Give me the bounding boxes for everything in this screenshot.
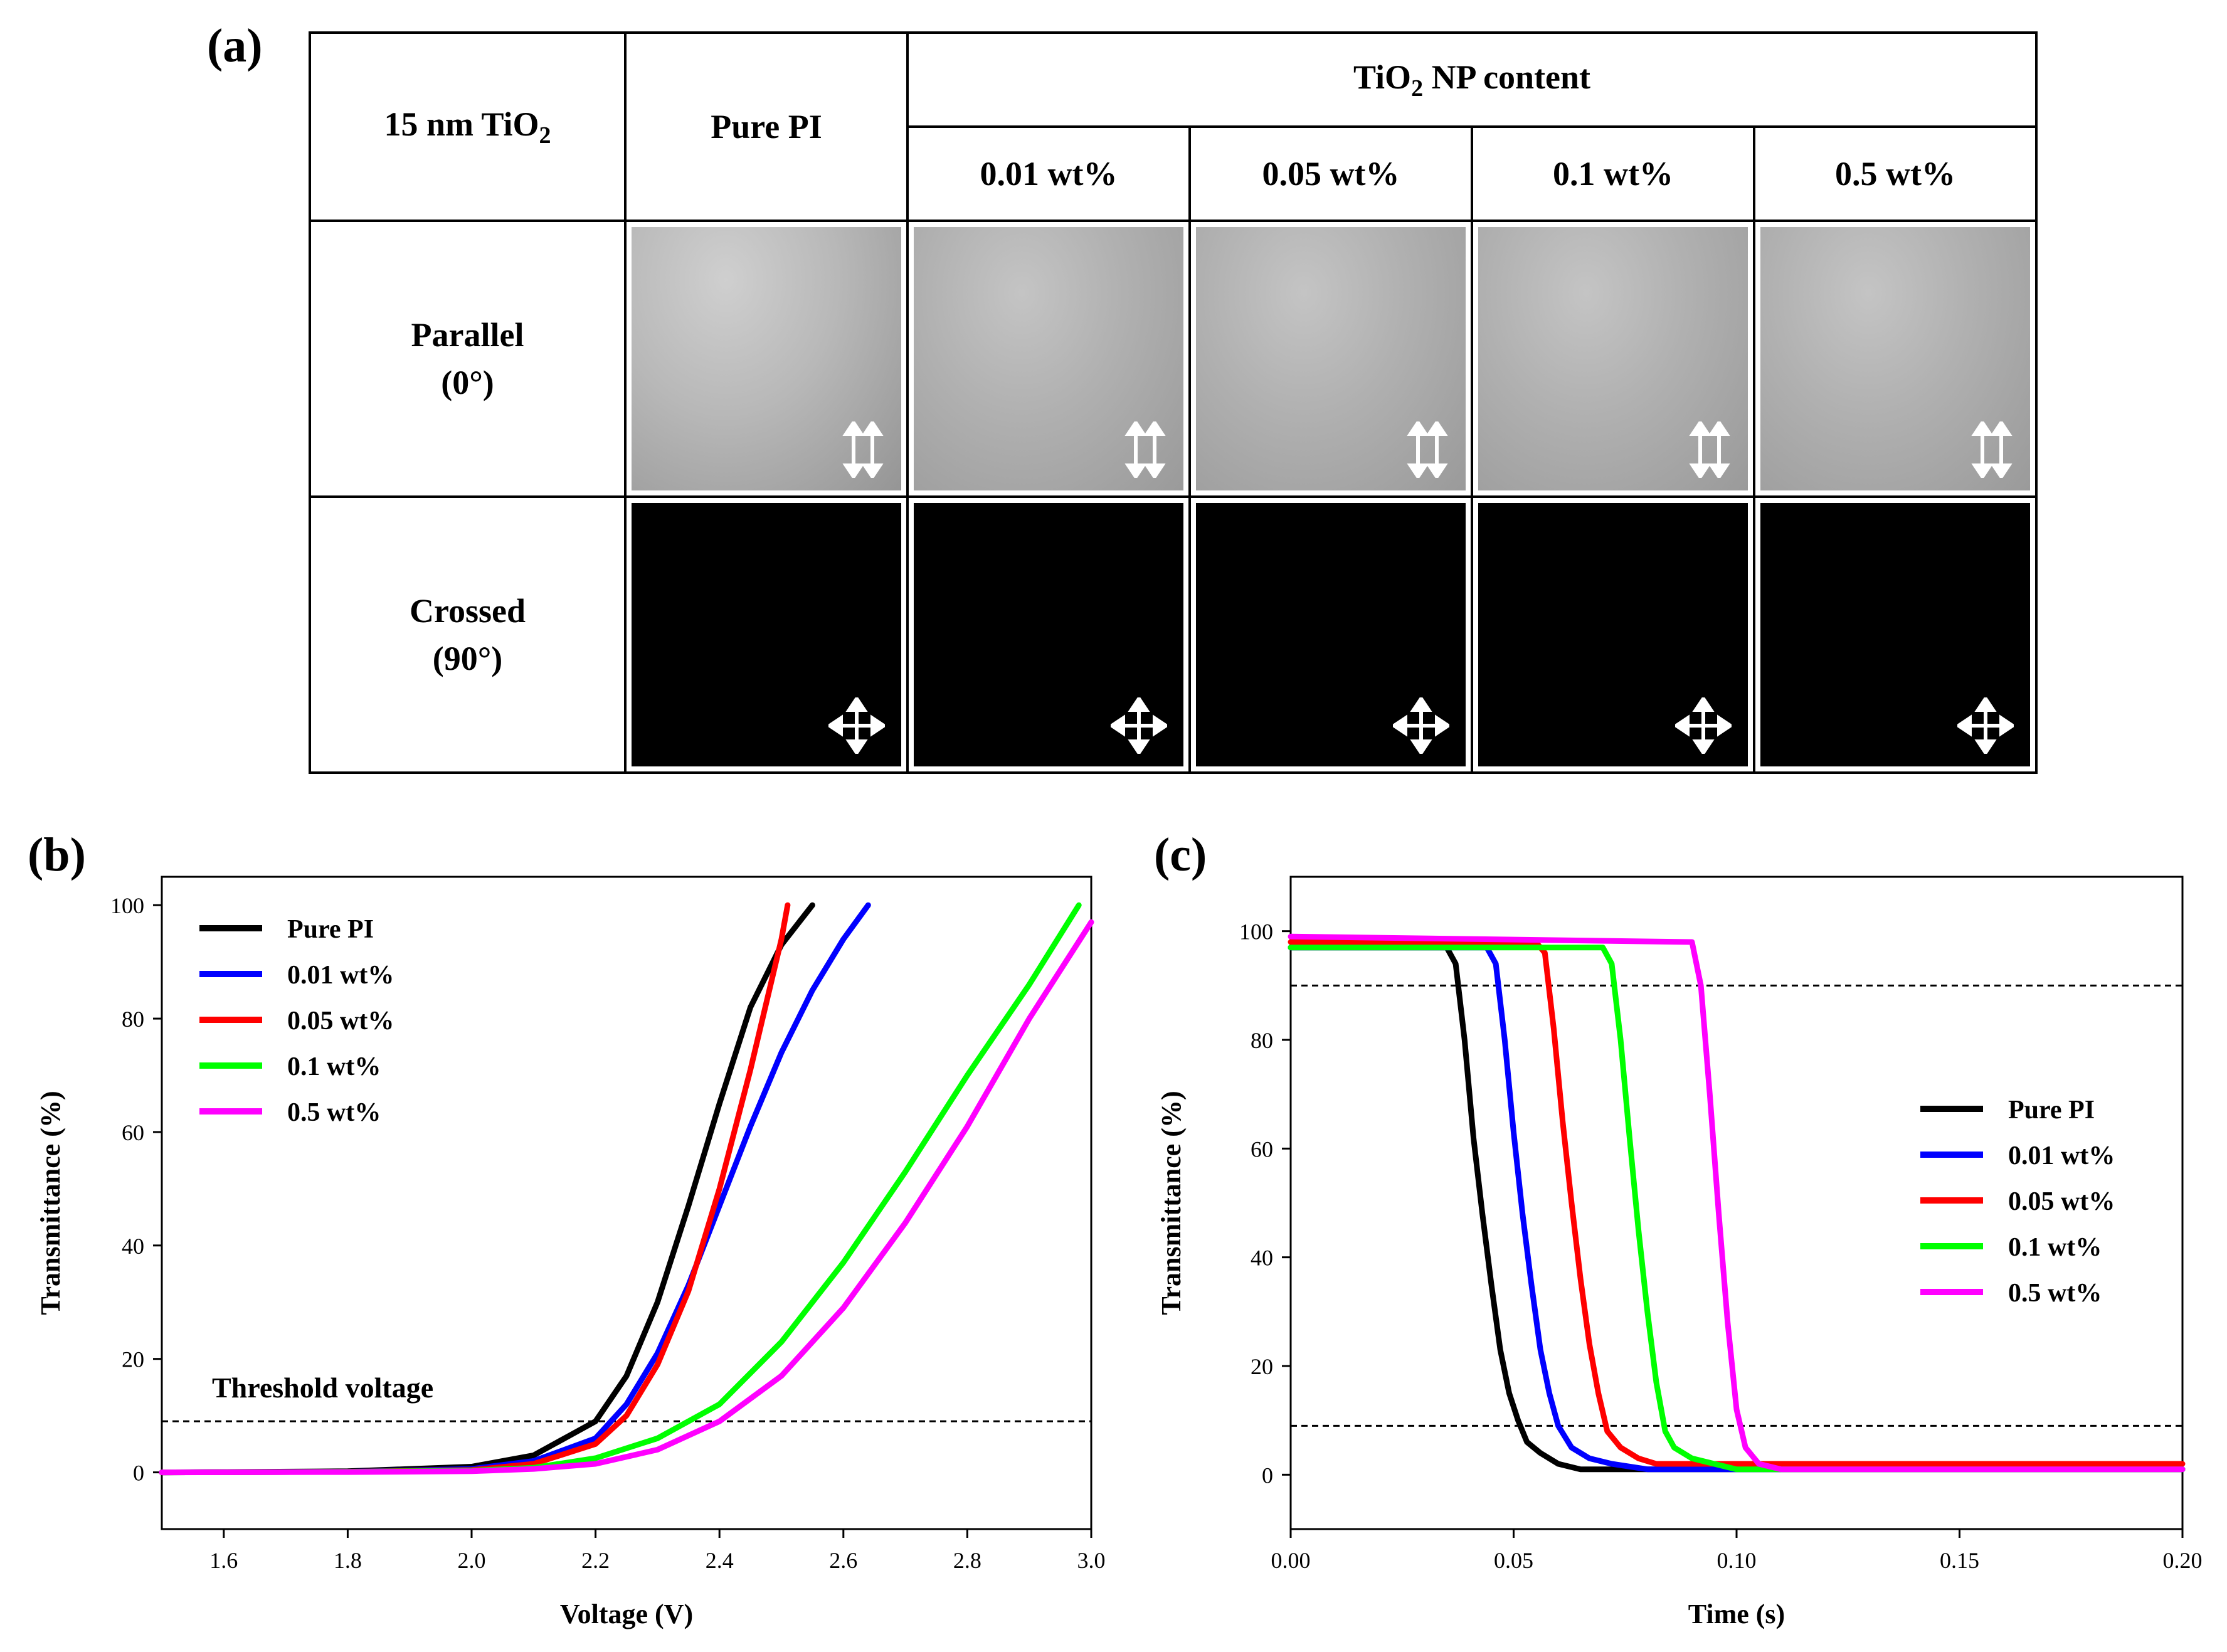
np-header-pre: TiO bbox=[1353, 58, 1412, 96]
row-angle: (0°) bbox=[441, 364, 494, 401]
row-label-crossed: Crossed (90°) bbox=[309, 495, 627, 774]
x-tick-label: 1.8 bbox=[334, 1548, 362, 1573]
panel-label-c: (c) bbox=[1154, 829, 1207, 881]
y-tick-label: 20 bbox=[1251, 1354, 1273, 1379]
plot-frame bbox=[161, 876, 1092, 1530]
column-header: 0.05 wt% bbox=[1188, 125, 1473, 222]
micrograph-cell bbox=[624, 495, 909, 774]
crossed-arrows-icon bbox=[1675, 697, 1732, 754]
y-axis-label: Transmittance (%) bbox=[1156, 1091, 1187, 1315]
x-tick-label: 0.05 bbox=[1494, 1548, 1533, 1573]
x-tick-label: 2.8 bbox=[953, 1548, 981, 1573]
row-label-parallel: Parallel (0°) bbox=[309, 220, 627, 498]
y-tick-label: 60 bbox=[1251, 1136, 1273, 1162]
threshold-label: Threshold voltage bbox=[212, 1372, 433, 1404]
crossed-arrows-icon bbox=[828, 697, 885, 754]
x-tick-label: 0.00 bbox=[1271, 1548, 1311, 1573]
y-tick-label: 100 bbox=[110, 893, 144, 918]
legend-label: 0.5 wt% bbox=[2008, 1279, 2102, 1308]
x-axis-label: Voltage (V) bbox=[560, 1599, 693, 1629]
micrograph-parallel bbox=[1196, 227, 1466, 490]
row-header-subscript: 2 bbox=[539, 122, 551, 149]
legend-label: Pure PI bbox=[2008, 1096, 2095, 1125]
series-line bbox=[159, 919, 1094, 1476]
column-header: 0.1 wt% bbox=[1471, 125, 1755, 222]
np-header-post: NP content bbox=[1423, 58, 1591, 96]
micrograph-cell bbox=[1471, 495, 1755, 774]
legend-label: 0.01 wt% bbox=[287, 961, 394, 990]
micrograph-cell bbox=[1188, 220, 1473, 498]
micrograph-parallel bbox=[1478, 227, 1748, 490]
legend-label: 0.01 wt% bbox=[2008, 1141, 2115, 1170]
series-line bbox=[1288, 945, 2186, 1473]
parallel-arrows-icon bbox=[1689, 421, 1730, 478]
y-tick-label: 20 bbox=[122, 1347, 144, 1372]
micrograph-parallel bbox=[632, 227, 901, 490]
column-header: 0.01 wt% bbox=[906, 125, 1191, 222]
row-label: Crossed bbox=[409, 592, 526, 630]
x-tick-label: 1.6 bbox=[209, 1548, 238, 1573]
x-tick-label: 2.0 bbox=[458, 1548, 486, 1573]
x-tick-label: 3.0 bbox=[1077, 1548, 1106, 1573]
crossed-arrows-icon bbox=[1957, 697, 2014, 754]
x-tick-label: 2.2 bbox=[581, 1548, 610, 1573]
chart-time-transmittance: 0.00 0.05 0.10 0.15 0.20 0 20 40 60 80 100 Time (s)… bbox=[1156, 876, 2203, 1629]
row-angle: (90°) bbox=[432, 640, 503, 677]
legend-label: 0.05 wt% bbox=[287, 1007, 394, 1035]
parallel-arrows-icon bbox=[1407, 421, 1448, 478]
y-tick-label: 80 bbox=[122, 1007, 144, 1032]
legend-label: 0.1 wt% bbox=[2008, 1233, 2102, 1262]
y-tick-label: 40 bbox=[122, 1234, 144, 1259]
y-tick-label: 0 bbox=[1262, 1463, 1273, 1488]
legend-label: 0.5 wt% bbox=[287, 1098, 381, 1127]
legend-label: 0.05 wt% bbox=[2008, 1187, 2115, 1216]
parallel-arrows-icon bbox=[1971, 421, 2013, 478]
y-tick-label: 80 bbox=[1251, 1028, 1273, 1053]
row-label: Parallel bbox=[411, 316, 524, 354]
y-tick-label: 100 bbox=[1239, 919, 1273, 945]
crossed-arrows-icon bbox=[1111, 697, 1167, 754]
y-tick-label: 0 bbox=[133, 1461, 144, 1486]
np-content-header: TiO2 NP content bbox=[906, 31, 2038, 128]
panel-label-b: (b) bbox=[28, 829, 86, 881]
parallel-arrows-icon bbox=[842, 421, 884, 478]
x-tick-label: 2.4 bbox=[706, 1548, 734, 1573]
micrograph-cell bbox=[1752, 220, 2038, 498]
series-line bbox=[1288, 945, 2186, 1473]
crossed-arrows-icon bbox=[1393, 697, 1449, 754]
micrograph-cell bbox=[1188, 495, 1473, 774]
micrograph-cell bbox=[1471, 220, 1755, 498]
pure-pi-header: Pure PI bbox=[624, 31, 909, 222]
panel-label-a: (a) bbox=[207, 19, 263, 72]
series-line bbox=[1288, 945, 2186, 1473]
y-tick-label: 40 bbox=[1251, 1246, 1273, 1271]
micrograph-cell bbox=[906, 495, 1191, 774]
micrograph-cell bbox=[906, 220, 1191, 498]
x-tick-label: 0.10 bbox=[1717, 1548, 1757, 1573]
y-tick-label: 60 bbox=[122, 1120, 144, 1145]
x-tick-label: 2.6 bbox=[829, 1548, 857, 1573]
x-tick-label: 0.15 bbox=[1940, 1548, 1979, 1573]
micrograph-table: 15 nm TiO2 Pure PI TiO2 NP content 0.01 … bbox=[309, 31, 2038, 774]
series-line bbox=[1288, 933, 2186, 1473]
row-header-cell: 15 nm TiO2 bbox=[309, 31, 627, 222]
y-axis-label: Transmittance (%) bbox=[35, 1091, 66, 1315]
np-header-subscript: 2 bbox=[1411, 75, 1424, 102]
x-axis-label: Time (s) bbox=[1688, 1599, 1785, 1629]
row-header-label: 15 nm TiO bbox=[384, 105, 539, 143]
legend-label: Pure PI bbox=[287, 915, 374, 944]
micrograph-cell bbox=[1752, 495, 2038, 774]
x-tick-label: 0.20 bbox=[2163, 1548, 2203, 1573]
legend-label: 0.1 wt% bbox=[287, 1052, 381, 1081]
micrograph-parallel bbox=[914, 227, 1183, 490]
column-header: 0.5 wt% bbox=[1752, 125, 2038, 222]
series-line bbox=[1288, 939, 2186, 1467]
micrograph-parallel bbox=[1760, 227, 2031, 490]
parallel-arrows-icon bbox=[1124, 421, 1166, 478]
chart-voltage-transmittance: 1.6 1.8 2.0 2.2 2.4 2.6 2.8 3.0 0 20 40 60 80 100 Volt… bbox=[35, 876, 1106, 1629]
micrograph-cell bbox=[624, 220, 909, 498]
